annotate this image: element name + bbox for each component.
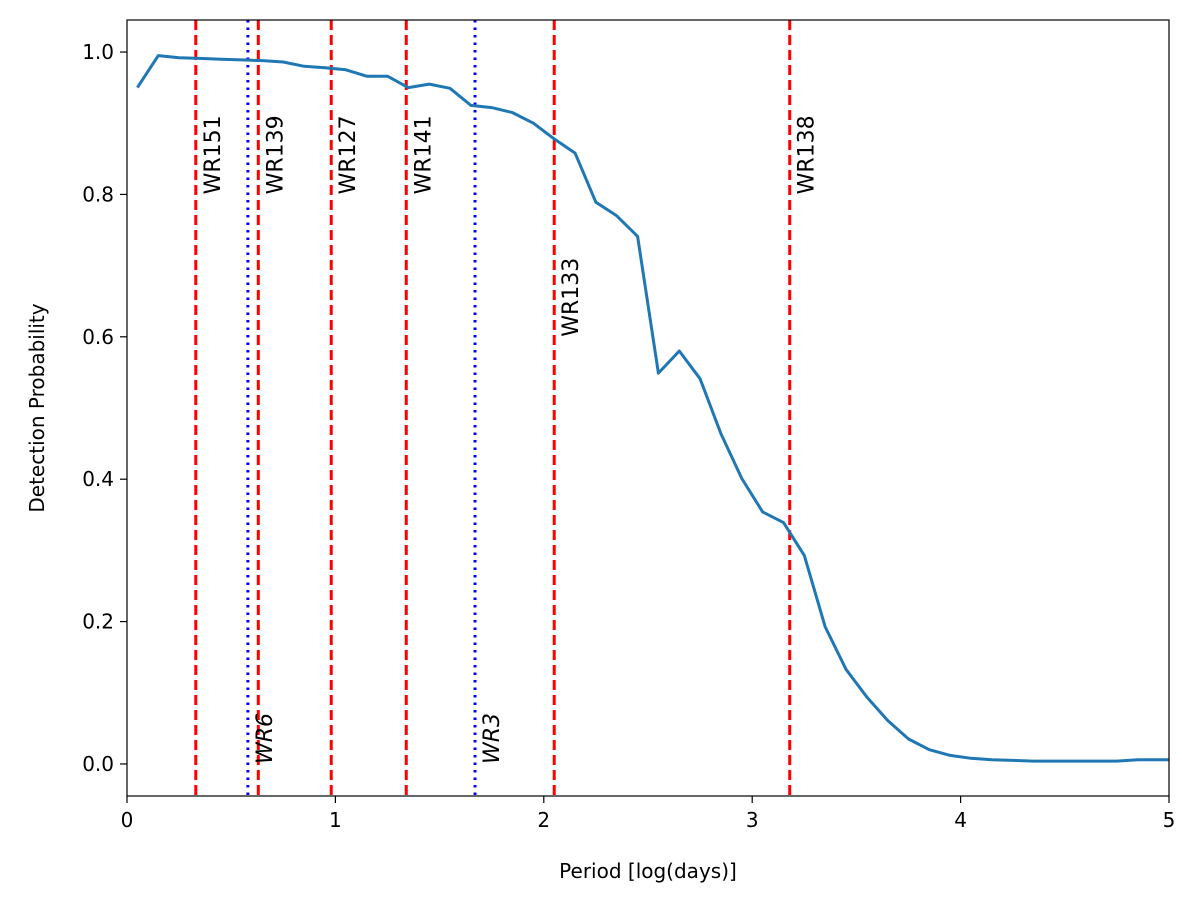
vline-label-wr127: WR127 bbox=[336, 115, 361, 194]
y-tick-label: 0.0 bbox=[82, 752, 114, 776]
x-tick-label: 2 bbox=[537, 808, 550, 832]
vline-label-wr141: WR141 bbox=[411, 115, 436, 194]
vline-label-wr6: WR6 bbox=[253, 713, 278, 764]
y-tick-label: 1.0 bbox=[82, 40, 114, 64]
series-line-0 bbox=[136, 54, 1169, 763]
x-tick-label: 0 bbox=[121, 808, 134, 832]
axes: 0 1 2 3 4 5 0.0 0.2 0.4 0.6 0.8 1.0 bbox=[82, 40, 1175, 832]
y-tick-label: 0.8 bbox=[82, 182, 114, 206]
y-axis-label: Detection Probability bbox=[25, 303, 49, 512]
y-tick-label: 0.2 bbox=[82, 610, 114, 634]
vline-label-wr133: WR133 bbox=[559, 258, 584, 337]
vline-label-wr138: WR138 bbox=[795, 115, 820, 194]
vline-label-wr151: WR151 bbox=[201, 115, 226, 194]
plot-frame bbox=[126, 19, 1170, 797]
y-tick-label: 0.6 bbox=[82, 325, 114, 349]
x-tick-label: 3 bbox=[746, 808, 759, 832]
vline-label-wr3: WR3 bbox=[480, 713, 505, 764]
x-tick-label: 1 bbox=[329, 808, 342, 832]
x-axis-label: Period [log(days)] bbox=[559, 859, 737, 883]
x-tick-label: 4 bbox=[954, 808, 967, 832]
y-tick-label: 0.4 bbox=[82, 467, 114, 491]
plot-content: WR151 WR6 WR139 WR127 WR141 WR3 WR133 WR138 bbox=[136, 20, 1169, 796]
vline-label-wr139: WR139 bbox=[263, 115, 288, 194]
x-tick-label: 5 bbox=[1163, 808, 1176, 832]
